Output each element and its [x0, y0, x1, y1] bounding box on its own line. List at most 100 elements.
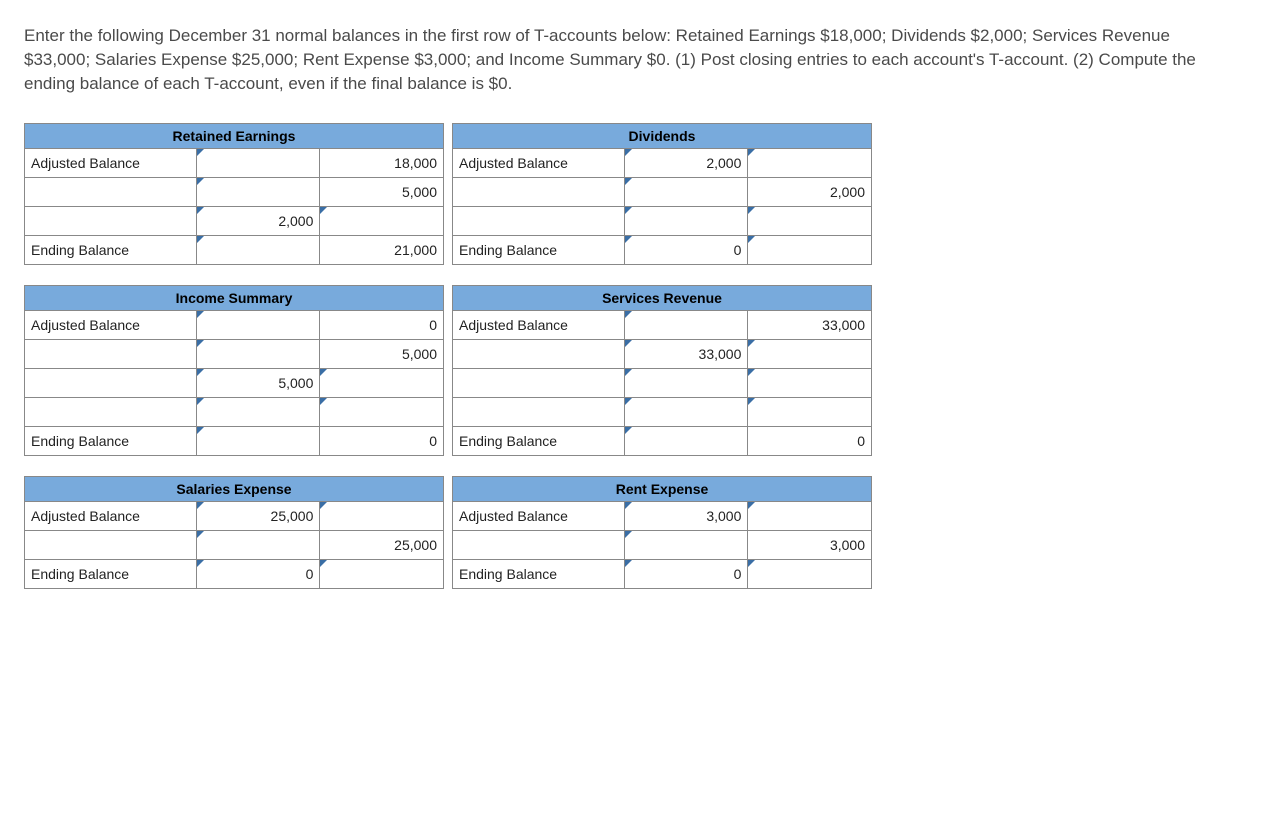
- table-row: 3,000: [453, 531, 872, 560]
- credit-cell[interactable]: [320, 369, 444, 398]
- debit-cell[interactable]: [196, 340, 320, 369]
- t-accounts-grid: Retained Earnings Adjusted Balance 18,00…: [24, 123, 1251, 589]
- row-label[interactable]: Ending Balance: [25, 560, 197, 589]
- t-account-header: Services Revenue: [453, 286, 872, 311]
- t-account-header: Rent Expense: [453, 477, 872, 502]
- debit-cell[interactable]: [196, 398, 320, 427]
- row-label[interactable]: [25, 398, 197, 427]
- table-row: Adjusted Balance 0: [25, 311, 444, 340]
- row-label[interactable]: [25, 531, 197, 560]
- row-label[interactable]: Adjusted Balance: [453, 311, 625, 340]
- row-label[interactable]: Adjusted Balance: [25, 149, 197, 178]
- table-row: Ending Balance 0: [453, 236, 872, 265]
- debit-cell[interactable]: 2,000: [624, 149, 748, 178]
- credit-cell[interactable]: 0: [320, 427, 444, 456]
- table-row: Ending Balance 0: [25, 427, 444, 456]
- credit-cell[interactable]: 2,000: [748, 178, 872, 207]
- credit-cell[interactable]: 33,000: [748, 311, 872, 340]
- table-row: 2,000: [25, 207, 444, 236]
- credit-cell[interactable]: 21,000: [320, 236, 444, 265]
- row-label[interactable]: Ending Balance: [453, 236, 625, 265]
- debit-cell[interactable]: [624, 369, 748, 398]
- row-label[interactable]: Adjusted Balance: [453, 149, 625, 178]
- row-label[interactable]: Ending Balance: [25, 427, 197, 456]
- spacer: [453, 456, 872, 477]
- table-row: 5,000: [25, 369, 444, 398]
- credit-cell[interactable]: [320, 560, 444, 589]
- credit-cell[interactable]: 3,000: [748, 531, 872, 560]
- debit-cell[interactable]: [624, 427, 748, 456]
- credit-cell[interactable]: [748, 236, 872, 265]
- credit-cell[interactable]: [748, 149, 872, 178]
- row-label[interactable]: Adjusted Balance: [25, 311, 197, 340]
- credit-cell[interactable]: 5,000: [320, 178, 444, 207]
- debit-cell[interactable]: 2,000: [196, 207, 320, 236]
- credit-cell[interactable]: [748, 207, 872, 236]
- row-label[interactable]: Ending Balance: [25, 236, 197, 265]
- t-account-header: Income Summary: [25, 286, 444, 311]
- row-label[interactable]: [453, 207, 625, 236]
- table-row: Ending Balance 21,000: [25, 236, 444, 265]
- credit-cell[interactable]: 25,000: [320, 531, 444, 560]
- table-row: Ending Balance 0: [25, 560, 444, 589]
- row-label[interactable]: [453, 531, 625, 560]
- table-row: Ending Balance 0: [453, 427, 872, 456]
- row-label[interactable]: Ending Balance: [453, 427, 625, 456]
- credit-cell[interactable]: 5,000: [320, 340, 444, 369]
- row-label[interactable]: [25, 178, 197, 207]
- credit-cell[interactable]: 18,000: [320, 149, 444, 178]
- t-account-retained-earnings: Retained Earnings Adjusted Balance 18,00…: [24, 123, 444, 285]
- row-label[interactable]: [453, 398, 625, 427]
- debit-cell[interactable]: [196, 427, 320, 456]
- row-label[interactable]: [453, 178, 625, 207]
- row-label[interactable]: [25, 340, 197, 369]
- row-label[interactable]: Adjusted Balance: [25, 502, 197, 531]
- debit-cell[interactable]: 0: [624, 560, 748, 589]
- debit-cell[interactable]: [196, 531, 320, 560]
- row-label[interactable]: [25, 207, 197, 236]
- debit-cell[interactable]: 33,000: [624, 340, 748, 369]
- row-label[interactable]: Adjusted Balance: [453, 502, 625, 531]
- credit-cell[interactable]: [748, 502, 872, 531]
- credit-cell[interactable]: [748, 560, 872, 589]
- table-row: 33,000: [453, 340, 872, 369]
- debit-cell[interactable]: [196, 149, 320, 178]
- credit-cell[interactable]: 0: [748, 427, 872, 456]
- credit-cell[interactable]: 0: [320, 311, 444, 340]
- t-account-rent-expense: Rent Expense Adjusted Balance 3,000 3,00…: [452, 476, 872, 589]
- t-account-dividends: Dividends Adjusted Balance 2,000 2,000 E…: [452, 123, 872, 285]
- debit-cell[interactable]: [196, 178, 320, 207]
- credit-cell[interactable]: [748, 369, 872, 398]
- row-label[interactable]: [453, 369, 625, 398]
- debit-cell[interactable]: [196, 236, 320, 265]
- debit-cell[interactable]: [196, 311, 320, 340]
- debit-cell[interactable]: 25,000: [196, 502, 320, 531]
- debit-cell[interactable]: [624, 531, 748, 560]
- table-row: 5,000: [25, 178, 444, 207]
- credit-cell[interactable]: [320, 398, 444, 427]
- debit-cell[interactable]: [624, 398, 748, 427]
- t-account-income-summary: Income Summary Adjusted Balance 0 5,000 …: [24, 285, 444, 476]
- row-label[interactable]: Ending Balance: [453, 560, 625, 589]
- credit-cell[interactable]: [320, 502, 444, 531]
- spacer: [25, 265, 444, 286]
- row-label[interactable]: [453, 340, 625, 369]
- debit-cell[interactable]: [624, 311, 748, 340]
- t-account-salaries-expense: Salaries Expense Adjusted Balance 25,000…: [24, 476, 444, 589]
- credit-cell[interactable]: [748, 340, 872, 369]
- table-row: Adjusted Balance 3,000: [453, 502, 872, 531]
- debit-cell[interactable]: [624, 207, 748, 236]
- row-label[interactable]: [25, 369, 197, 398]
- t-account-header: Retained Earnings: [25, 124, 444, 149]
- credit-cell[interactable]: [320, 207, 444, 236]
- table-row: Adjusted Balance 18,000: [25, 149, 444, 178]
- table-row: [453, 398, 872, 427]
- debit-cell[interactable]: 5,000: [196, 369, 320, 398]
- debit-cell[interactable]: 3,000: [624, 502, 748, 531]
- debit-cell[interactable]: [624, 178, 748, 207]
- credit-cell[interactable]: [748, 398, 872, 427]
- table-row: 5,000: [25, 340, 444, 369]
- debit-cell[interactable]: 0: [196, 560, 320, 589]
- debit-cell[interactable]: 0: [624, 236, 748, 265]
- table-row: 25,000: [25, 531, 444, 560]
